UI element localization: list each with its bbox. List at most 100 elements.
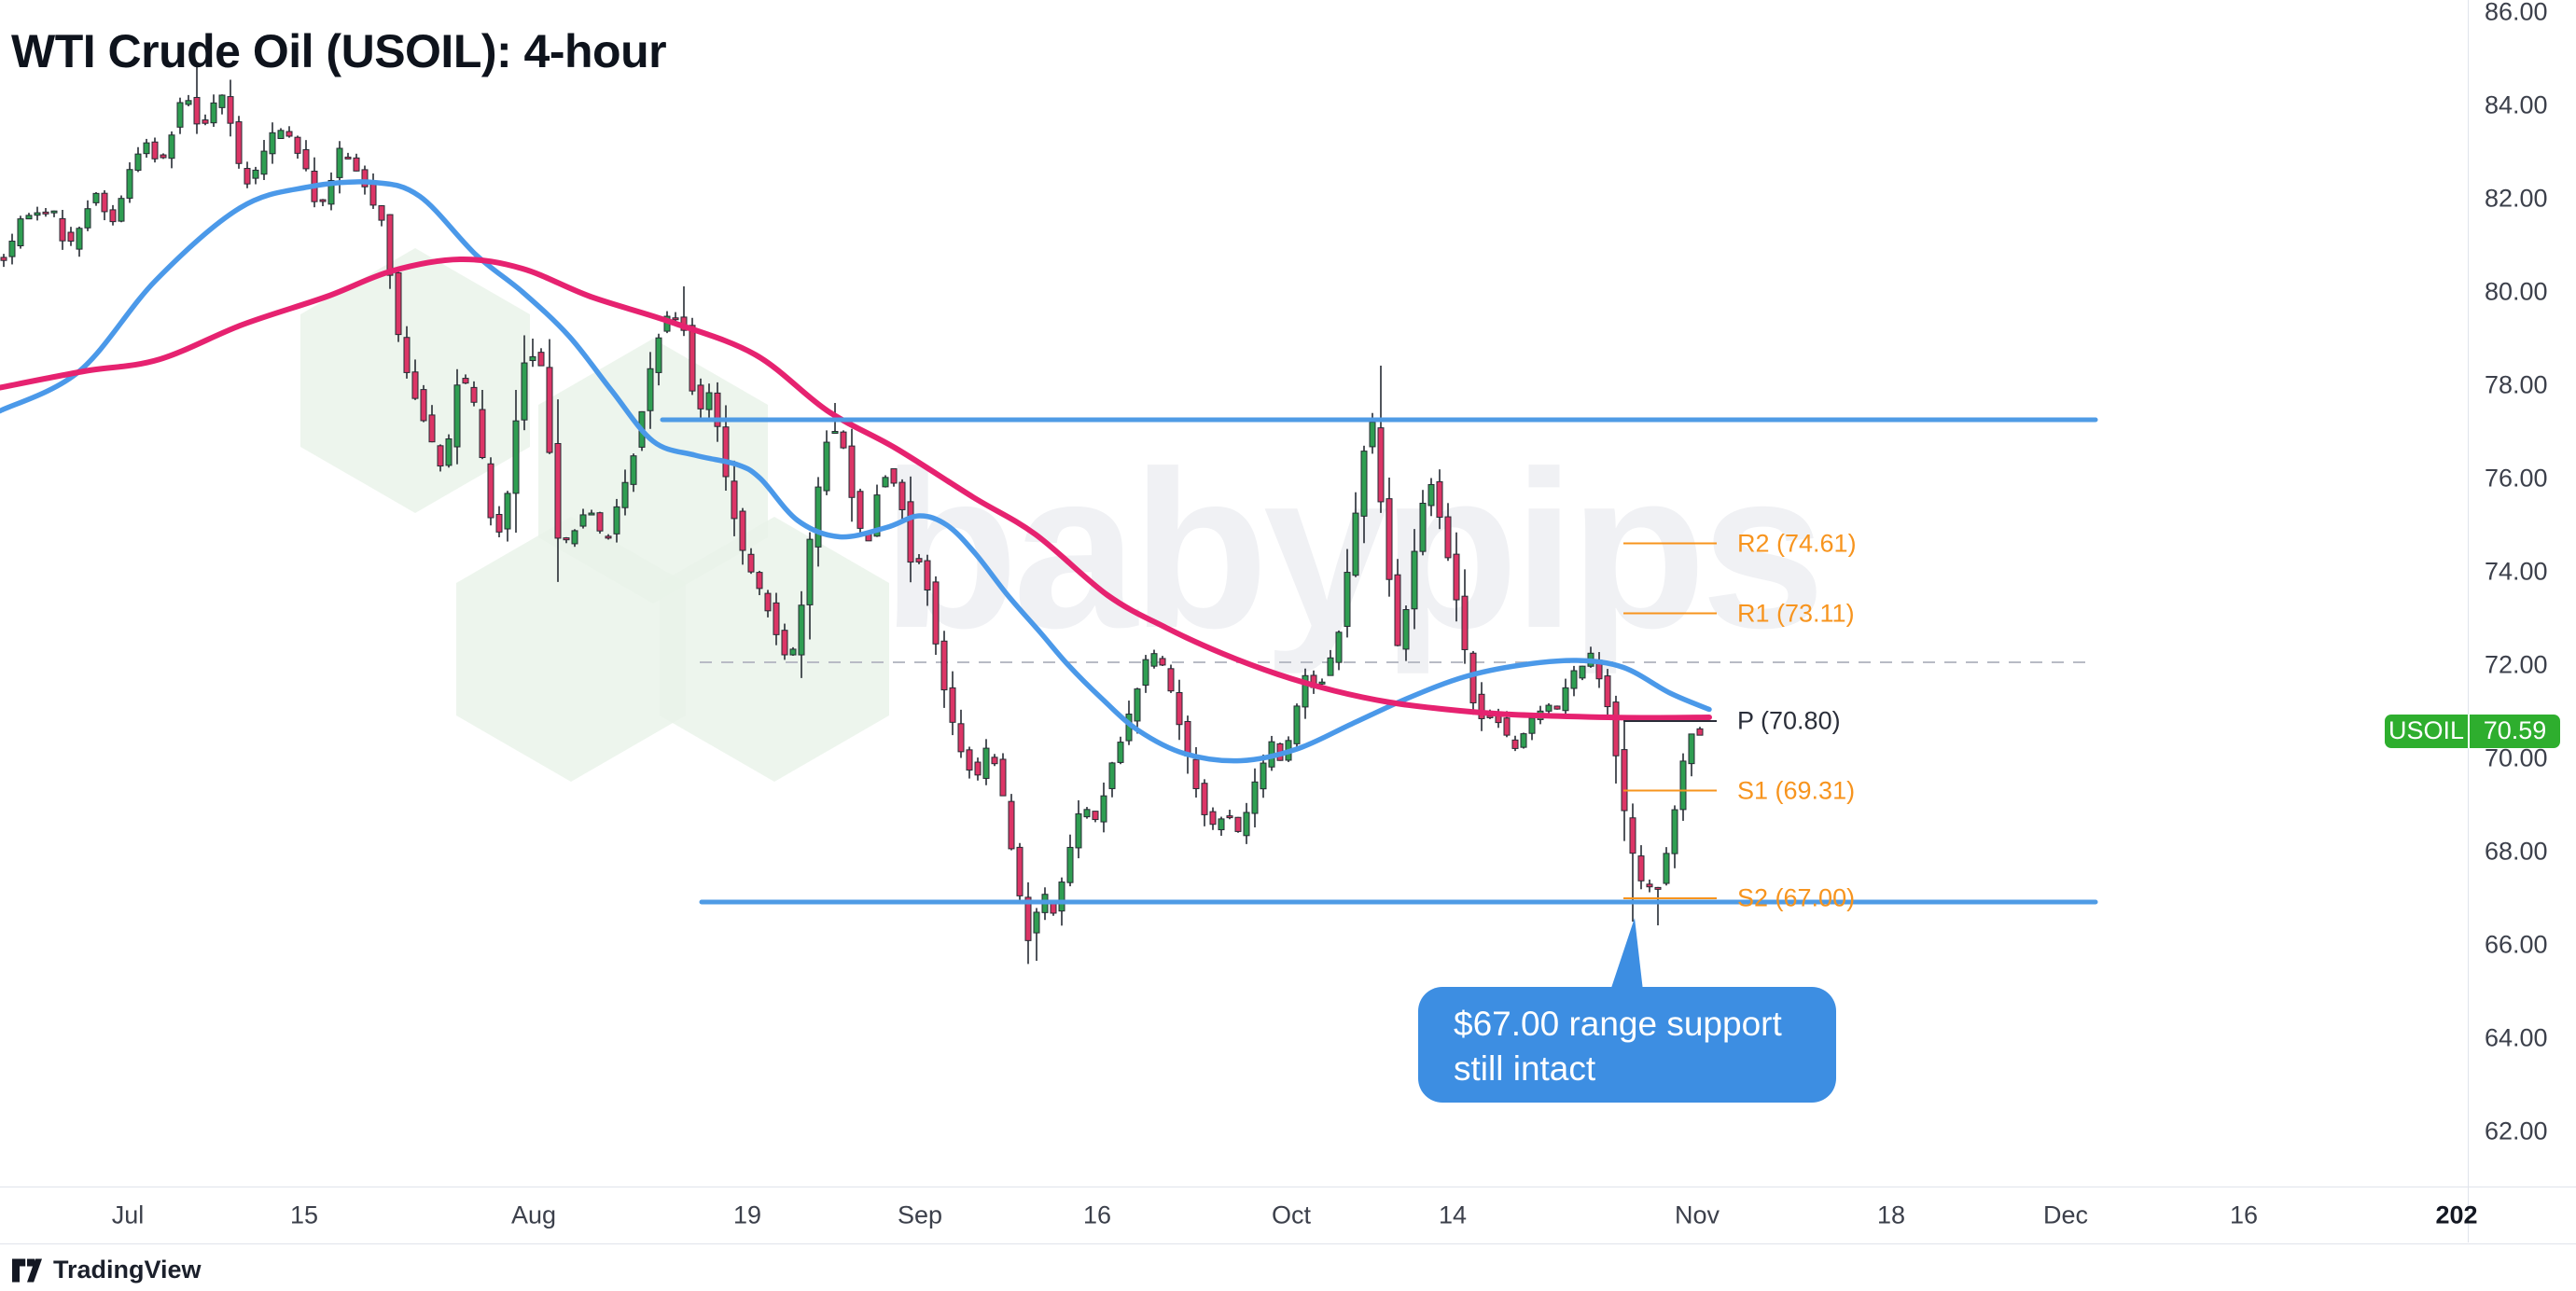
- page-title: WTI Crude Oil (USOIL): 4-hour: [11, 25, 667, 77]
- candle-up: [982, 747, 990, 779]
- candle-down: [605, 535, 612, 539]
- candle-up: [1075, 812, 1082, 849]
- candle-up: [50, 210, 58, 214]
- price-tick-label: 80.00: [2485, 277, 2548, 306]
- candle-up: [1318, 681, 1326, 685]
- candle-down: [689, 325, 696, 392]
- time-tick-label: 16: [1082, 1201, 1112, 1229]
- candle-down: [1234, 816, 1242, 832]
- candle-down: [546, 367, 553, 453]
- candle-up: [1117, 742, 1124, 763]
- tradingview-logo[interactable]: TradingView: [12, 1256, 202, 1284]
- candle-down: [1629, 817, 1636, 854]
- candle-up: [84, 208, 91, 229]
- candle-down: [1646, 883, 1653, 888]
- candle-down: [244, 168, 251, 185]
- candle-down: [59, 217, 66, 242]
- tradingview-brand-text: TradingView: [53, 1256, 202, 1284]
- candle-up: [218, 94, 226, 108]
- candle-up: [269, 132, 276, 155]
- candle-up: [512, 420, 520, 494]
- candle-up: [277, 130, 285, 140]
- candle-down: [1192, 758, 1200, 789]
- candle-down: [773, 602, 780, 635]
- candle-down: [1226, 815, 1233, 819]
- candle-down: [101, 192, 108, 213]
- candle-up: [336, 147, 343, 178]
- candle-down: [731, 480, 738, 520]
- candle-down: [856, 491, 864, 529]
- candle-up: [1134, 688, 1141, 722]
- candle-up: [1671, 809, 1678, 854]
- candle-down: [479, 409, 486, 459]
- candle-down: [1604, 675, 1611, 708]
- candle-down: [890, 468, 898, 484]
- candle-up: [1562, 687, 1569, 712]
- candle-up: [1570, 670, 1578, 689]
- price-axis[interactable]: 86.00 84.00 82.00 80.00 78.00 76.00 74.00 72.00…: [2468, 0, 2576, 1242]
- candle-down: [1201, 783, 1208, 815]
- candle-up: [1150, 653, 1158, 667]
- candle-down: [848, 445, 856, 498]
- candle-up: [176, 102, 184, 128]
- time-tick-label: Dec: [2042, 1201, 2089, 1229]
- candle-up: [588, 512, 595, 516]
- candle-down: [1385, 498, 1393, 580]
- candle-up: [1545, 704, 1553, 712]
- price-tick-label: 70.00: [2485, 743, 2548, 772]
- badge-price-value: 70.59: [2468, 714, 2560, 748]
- candle-up: [613, 506, 620, 534]
- time-axis[interactable]: Jul 15 Aug 19 Sep 16 Oct 14 Nov 18 Dec 16 202: [0, 1187, 2576, 1244]
- pivot-label: P (70.80): [1737, 706, 1841, 735]
- candle-down: [1621, 749, 1628, 812]
- candle-up: [630, 455, 637, 485]
- candle-down: [344, 156, 352, 160]
- candle-up: [1260, 762, 1267, 790]
- candle-up: [1302, 674, 1309, 708]
- price-tick-label: 78.00: [2485, 370, 2548, 399]
- candle-down: [1176, 691, 1183, 726]
- candle-up: [143, 142, 150, 155]
- candle-up: [1369, 422, 1376, 448]
- candle-down: [1553, 705, 1561, 710]
- price-tick-label: 86.00: [2485, 0, 2548, 26]
- time-tick-label: Aug: [510, 1201, 557, 1229]
- watermark-text: babypips: [882, 424, 1820, 674]
- price-tick-label: 76.00: [2485, 464, 2548, 493]
- candle-down: [1444, 516, 1452, 559]
- pivot-label: R1 (73.11): [1737, 599, 1855, 627]
- time-tick-label: 15: [289, 1201, 319, 1229]
- candle-up: [1218, 818, 1225, 831]
- candle-series: [0, 63, 1704, 965]
- babypips-logo-icon: [660, 517, 889, 782]
- candle-down: [369, 183, 377, 206]
- candle-down: [411, 371, 419, 399]
- candle-up: [789, 648, 797, 656]
- candle-up: [815, 486, 822, 548]
- candle-down: [1394, 574, 1401, 646]
- candle-up: [210, 102, 217, 124]
- candle-down: [319, 199, 327, 202]
- candle-down: [160, 154, 167, 159]
- candle-down: [302, 148, 310, 170]
- candle-down: [1016, 846, 1023, 896]
- candle-down: [1024, 896, 1032, 941]
- candle-down: [554, 442, 562, 539]
- candle-up: [621, 481, 629, 508]
- candle-up: [831, 431, 839, 435]
- pink-moving-average[interactable]: [0, 256, 1712, 721]
- candle-down: [437, 445, 444, 467]
- candle-up: [705, 392, 713, 410]
- candle-down: [202, 119, 209, 124]
- candle-up: [260, 150, 268, 175]
- candle-up: [168, 134, 175, 160]
- candle-down: [949, 687, 956, 723]
- candle-down: [1453, 553, 1460, 601]
- price-tick-label: 72.00: [2485, 650, 2548, 679]
- candle-down: [966, 749, 973, 771]
- callout-line2: still intact: [1454, 1049, 1596, 1088]
- candle-up: [504, 493, 511, 530]
- time-tick-label: Sep: [897, 1201, 943, 1229]
- candle-up: [1663, 853, 1670, 884]
- annotation-callout: $67.00 range support still intact: [1418, 987, 1836, 1103]
